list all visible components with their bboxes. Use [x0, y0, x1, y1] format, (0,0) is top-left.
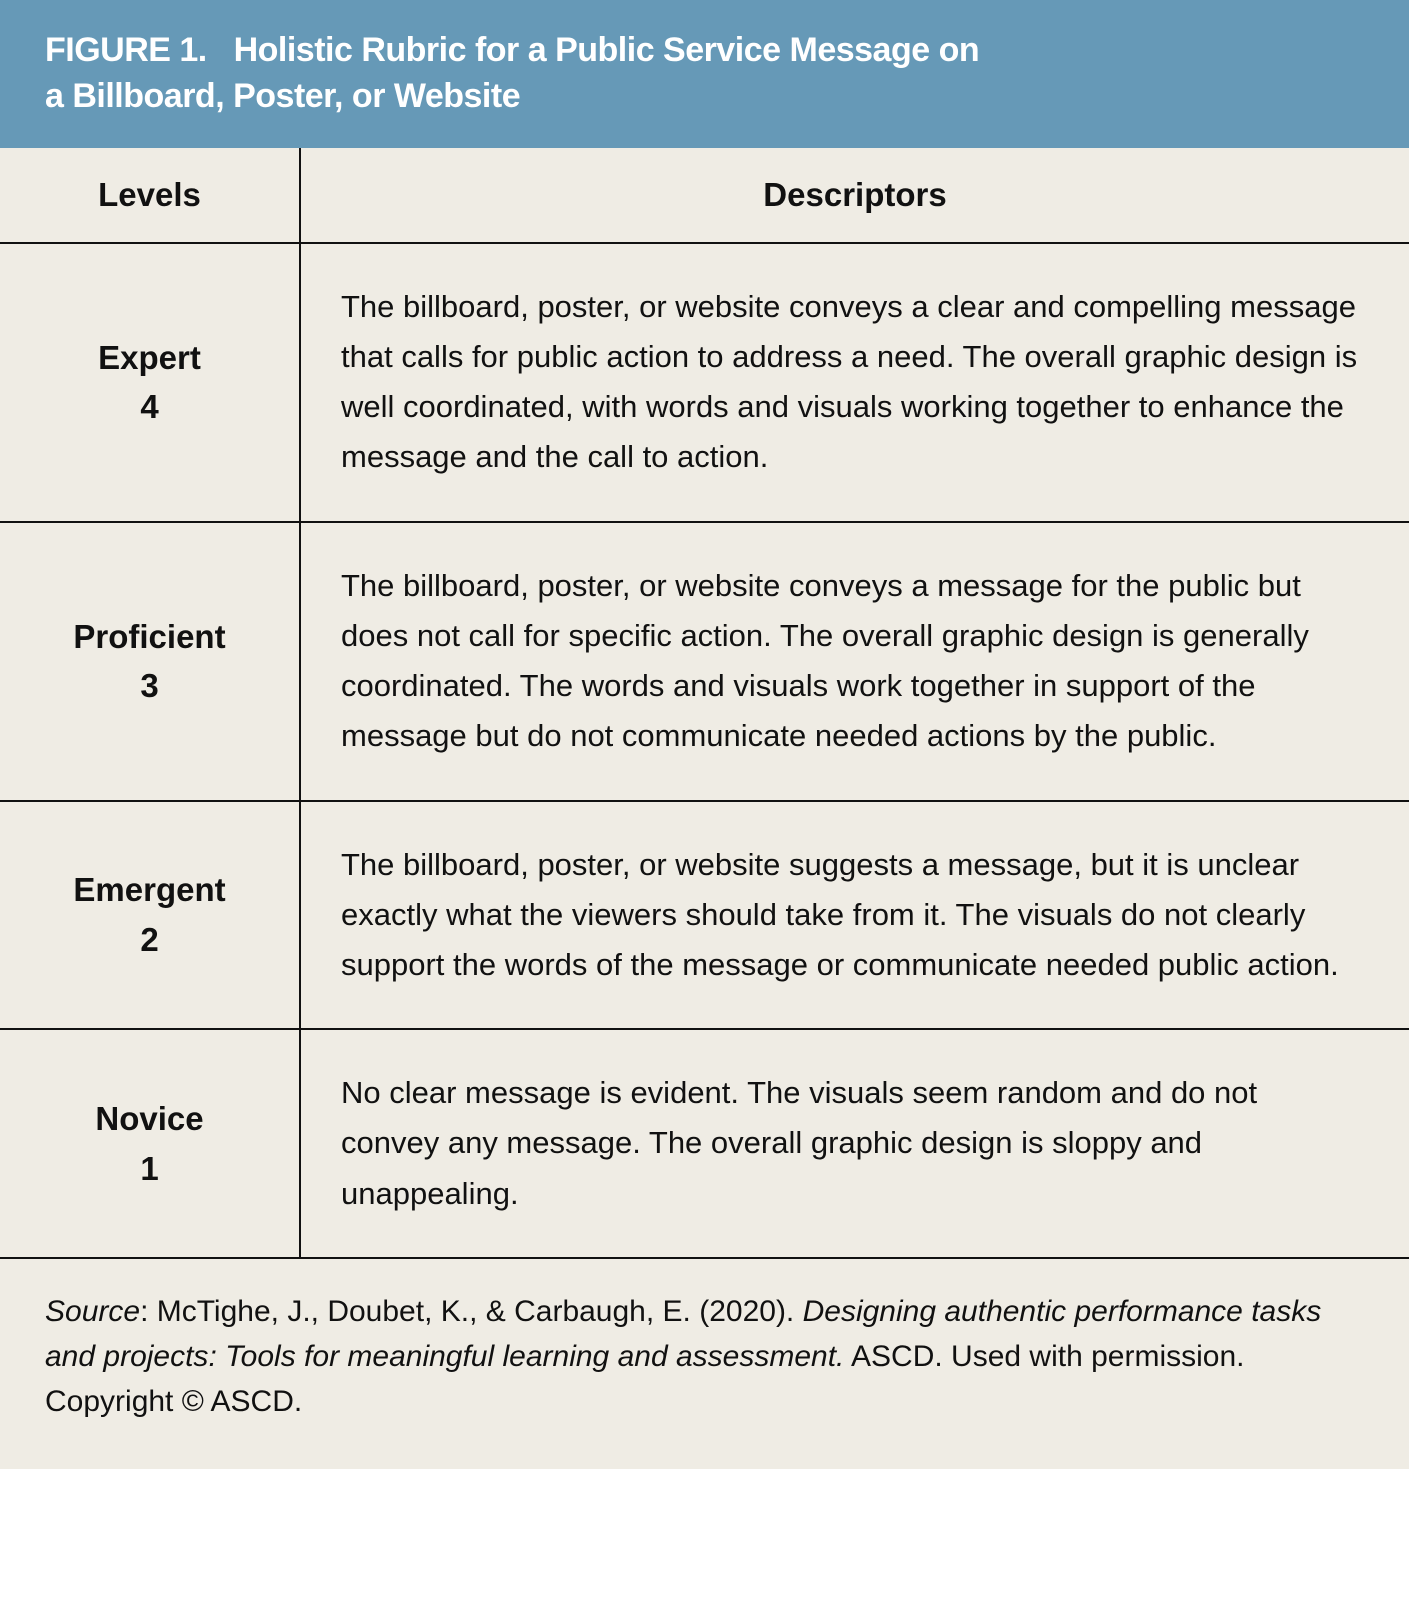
level-name: Novice — [10, 1094, 289, 1144]
level-number: 1 — [10, 1144, 289, 1194]
figure-title-line2: a Billboard, Poster, or Website — [45, 77, 520, 115]
column-header-descriptors: Descriptors — [300, 148, 1409, 243]
level-name: Proficient — [10, 612, 289, 662]
source-citation: Source: McTighe, J., Doubet, K., & Carba… — [0, 1259, 1409, 1469]
table-row: Expert 4 The billboard, poster, or websi… — [0, 243, 1409, 522]
table-row: Proficient 3 The billboard, poster, or w… — [0, 522, 1409, 801]
descriptor-cell: The billboard, poster, or website sugges… — [300, 801, 1409, 1030]
table-row: Emergent 2 The billboard, poster, or web… — [0, 801, 1409, 1030]
level-cell-emergent: Emergent 2 — [0, 801, 300, 1030]
table-header-row: Levels Descriptors — [0, 148, 1409, 243]
figure-header: FIGURE 1. Holistic Rubric for a Public S… — [0, 0, 1409, 148]
descriptor-cell: The billboard, poster, or website convey… — [300, 243, 1409, 522]
rubric-table: Levels Descriptors Expert 4 The billboar… — [0, 148, 1409, 1259]
source-label: Source — [45, 1295, 140, 1328]
source-sep: : — [140, 1295, 157, 1328]
level-number: 4 — [10, 382, 289, 432]
descriptor-cell: The billboard, poster, or website convey… — [300, 522, 1409, 801]
source-authors: McTighe, J., Doubet, K., & Carbaugh, E. … — [157, 1295, 803, 1328]
level-name: Expert — [10, 333, 289, 383]
figure-title-line1: Holistic Rubric for a Public Service Mes… — [234, 31, 980, 69]
descriptor-cell: No clear message is evident. The visuals… — [300, 1029, 1409, 1258]
source-subtitle: Tools for meaningful learning and assess… — [225, 1340, 844, 1373]
level-number: 3 — [10, 661, 289, 711]
level-number: 2 — [10, 915, 289, 965]
level-cell-expert: Expert 4 — [0, 243, 300, 522]
level-cell-proficient: Proficient 3 — [0, 522, 300, 801]
table-row: Novice 1 No clear message is evident. Th… — [0, 1029, 1409, 1258]
rubric-figure: FIGURE 1. Holistic Rubric for a Public S… — [0, 0, 1409, 1469]
level-name: Emergent — [10, 865, 289, 915]
source-subtitle-sep: : — [208, 1340, 225, 1373]
column-header-levels: Levels — [0, 148, 300, 243]
figure-number: FIGURE 1. — [45, 31, 234, 69]
level-cell-novice: Novice 1 — [0, 1029, 300, 1258]
